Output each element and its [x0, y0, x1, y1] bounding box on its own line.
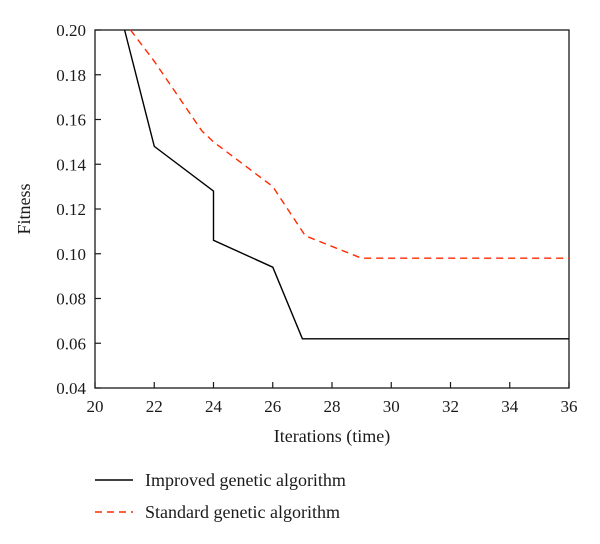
- y-tick-label: 0.12: [56, 200, 86, 219]
- y-tick-label: 0.20: [56, 21, 86, 40]
- x-tick-label: 32: [442, 397, 459, 416]
- series-line-standard: [129, 29, 569, 259]
- x-tick-label: 36: [561, 397, 578, 416]
- y-tick-label: 0.04: [56, 379, 86, 398]
- y-axis-label: Fitness: [14, 183, 34, 234]
- plot-border: [94, 29, 570, 389]
- y-tick-label: 0.18: [56, 66, 86, 85]
- y-tick-label: 0.14: [56, 155, 86, 174]
- y-tick-label: 0.10: [56, 245, 86, 264]
- y-axis: 0.04 0.06 0.08 0.10 0.12 0.14 0.16 0.18 0.20: [56, 21, 101, 398]
- x-tick-label: 20: [87, 397, 104, 416]
- x-tick-label: 24: [205, 397, 223, 416]
- x-tick-label: 22: [146, 397, 163, 416]
- legend-label-standard: Standard genetic algorithm: [145, 502, 340, 522]
- y-tick-label: 0.08: [56, 290, 86, 309]
- x-axis: 20 22 24 26 28 30 32 34 36: [87, 382, 578, 416]
- y-tick-label: 0.16: [56, 111, 86, 130]
- y-tick-label: 0.06: [56, 334, 86, 353]
- x-tick-label: 30: [383, 397, 400, 416]
- plot-area: [94, 29, 570, 389]
- series-line-improved: [123, 29, 569, 340]
- legend: Improved genetic algorithm Standard gene…: [95, 470, 346, 522]
- legend-label-improved: Improved genetic algorithm: [145, 470, 346, 490]
- x-tick-label: 34: [501, 397, 519, 416]
- series-layer: [123, 29, 570, 340]
- x-tick-label: 28: [324, 397, 341, 416]
- x-tick-label: 26: [264, 397, 281, 416]
- x-axis-label: Iterations (time): [274, 426, 390, 447]
